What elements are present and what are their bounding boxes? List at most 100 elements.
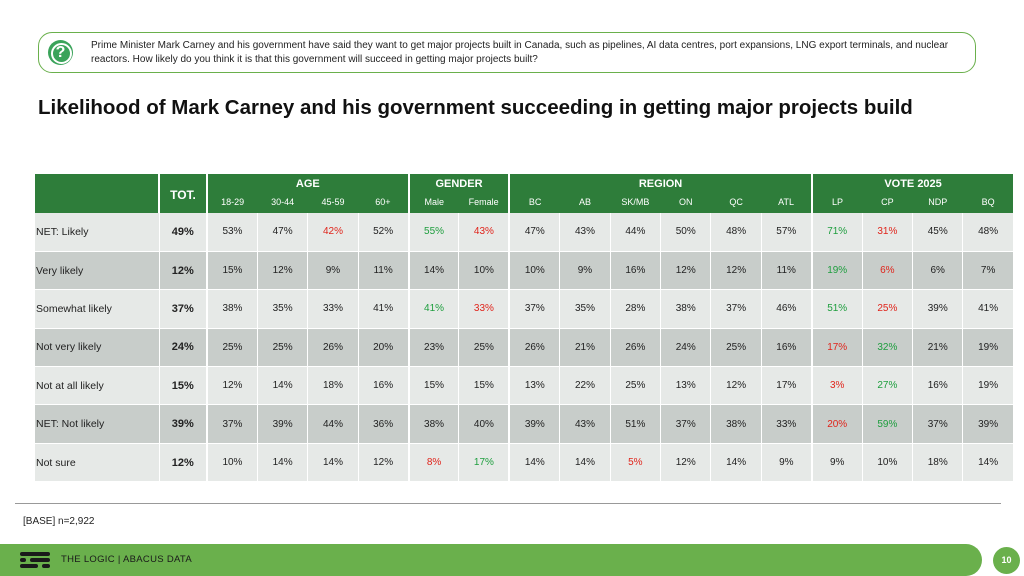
tot-cell: 15% — [159, 366, 208, 406]
table-cell: 18% — [307, 366, 359, 406]
group-header-age: AGE — [207, 174, 410, 191]
question-box: ? Prime Minister Mark Carney and his gov… — [38, 32, 976, 73]
table-cell: 17% — [458, 443, 511, 483]
table-cell: 31% — [862, 213, 914, 252]
question-text: Prime Minister Mark Carney and his gover… — [91, 40, 949, 65]
table-cell: 9% — [761, 443, 813, 483]
table-row: NET: Not likely 39% 37% 39% 44% 36% 38% 40% 39% 4… — [35, 404, 1014, 444]
tot-cell: 37% — [159, 289, 208, 329]
table-cell: 6% — [912, 251, 964, 291]
table-cell: 36% — [358, 404, 410, 444]
table-cell: 25% — [458, 328, 511, 368]
tot-cell: 12% — [159, 251, 208, 291]
table-cell: 16% — [761, 328, 813, 368]
column-header: ON — [660, 191, 711, 213]
table-cell: 10% — [862, 443, 914, 483]
table-cell: 20% — [358, 328, 410, 368]
footer-bar: THE LOGIC | ABACUS DATA — [0, 544, 982, 576]
table-cell: 12% — [257, 251, 309, 291]
table-cell: 35% — [559, 289, 611, 329]
table-cell: 26% — [509, 328, 561, 368]
tot-header: TOT. — [159, 174, 208, 213]
table-cell: 25% — [207, 328, 258, 368]
table-cell: 16% — [358, 366, 410, 406]
table-cell: 38% — [207, 289, 258, 329]
table-cell: 9% — [559, 251, 611, 291]
table-cell: 46% — [761, 289, 813, 329]
table-cell: 38% — [408, 404, 460, 444]
table-cell: 21% — [559, 328, 611, 368]
table-cell: 13% — [509, 366, 561, 406]
table-cell: 26% — [610, 328, 662, 368]
table-cell: 19% — [962, 328, 1014, 368]
column-header: Female — [458, 191, 511, 213]
column-header-row: 18-29 30-44 45-59 60+ Male Female BC AB SK/MB ON Q… — [35, 191, 1014, 213]
table-cell: 38% — [660, 289, 712, 329]
table-cell: 41% — [408, 289, 460, 329]
column-header: NDP — [912, 191, 963, 213]
table-cell: 25% — [610, 366, 662, 406]
table-cell: 40% — [458, 404, 511, 444]
table-cell: 28% — [610, 289, 662, 329]
row-label: Very likely — [35, 251, 160, 291]
column-header: SK/MB — [610, 191, 661, 213]
table-cell: 14% — [307, 443, 359, 483]
table-row: Very likely 12% 15% 12% 9% 11% 14% 10% 10% 9% 16% 1… — [35, 251, 1014, 291]
table-cell: 35% — [257, 289, 309, 329]
table-cell: 45% — [912, 213, 964, 252]
table-cell: 25% — [257, 328, 309, 368]
group-header-vote-2025: VOTE 2025 — [811, 174, 1014, 191]
table-cell: 41% — [358, 289, 410, 329]
table-cell: 44% — [307, 404, 359, 444]
column-header: BC — [509, 191, 560, 213]
table-cell: 12% — [207, 366, 258, 406]
table-cell: 27% — [862, 366, 914, 406]
table-cell: 9% — [811, 443, 863, 483]
footer-brand: THE LOGIC | ABACUS DATA — [61, 554, 192, 565]
table-cell: 43% — [559, 213, 611, 252]
table-cell: 37% — [912, 404, 964, 444]
table-cell: 25% — [710, 328, 762, 368]
table-cell: 50% — [660, 213, 712, 252]
table-cell: 16% — [610, 251, 662, 291]
table-cell: 24% — [660, 328, 712, 368]
table-cell: 33% — [761, 404, 813, 444]
table-cell: 18% — [912, 443, 964, 483]
table-cell: 55% — [408, 213, 460, 252]
table-cell: 37% — [660, 404, 712, 444]
table-cell: 12% — [710, 366, 762, 406]
table-cell: 11% — [761, 251, 813, 291]
table-cell: 23% — [408, 328, 460, 368]
table-cell: 39% — [257, 404, 309, 444]
page-title: Likelihood of Mark Carney and his govern… — [38, 96, 913, 119]
table-cell: 52% — [358, 213, 410, 252]
column-header: 60+ — [358, 191, 410, 213]
table-cell: 37% — [710, 289, 762, 329]
divider — [15, 503, 1001, 504]
table-cell: 21% — [912, 328, 964, 368]
column-header: Male — [408, 191, 459, 213]
table-cell: 13% — [660, 366, 712, 406]
table-row: Somewhat likely 37% 38% 35% 33% 41% 41% 33% 37% 3… — [35, 289, 1014, 329]
table-cell: 14% — [408, 251, 460, 291]
question-icon: ? — [48, 40, 73, 65]
group-header-row: TOT. AGE GENDER REGION VOTE 2025 — [35, 174, 1014, 213]
table-cell: 43% — [458, 213, 511, 252]
table-cell: 51% — [811, 289, 863, 329]
group-header-region: REGION — [509, 174, 813, 191]
table-cell: 14% — [257, 443, 309, 483]
table-cell: 12% — [358, 443, 410, 483]
table-cell: 53% — [207, 213, 258, 252]
table-cell: 37% — [509, 289, 561, 329]
table-cell: 26% — [307, 328, 359, 368]
header-blank — [35, 174, 160, 213]
table-cell: 71% — [811, 213, 863, 252]
table-cell: 25% — [862, 289, 914, 329]
table-cell: 47% — [509, 213, 561, 252]
table-cell: 3% — [811, 366, 863, 406]
column-header: QC — [710, 191, 762, 213]
table-cell: 48% — [710, 213, 762, 252]
table-cell: 14% — [509, 443, 561, 483]
column-header: CP — [862, 191, 913, 213]
table-cell: 12% — [660, 251, 712, 291]
